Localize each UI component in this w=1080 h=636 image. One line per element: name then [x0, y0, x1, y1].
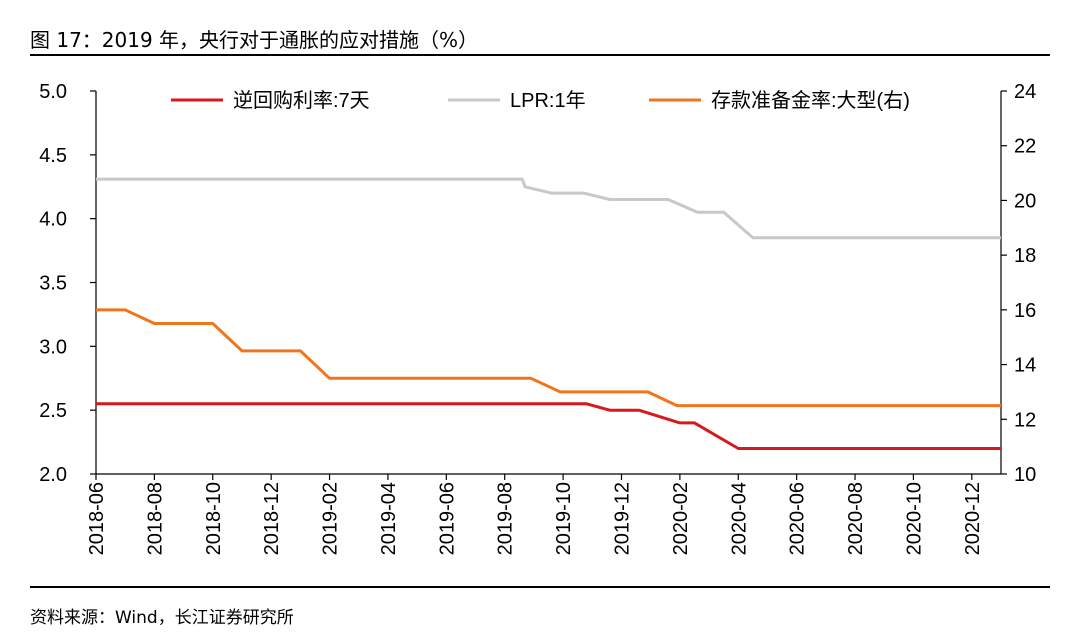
right-tick-label: 22	[1014, 136, 1036, 158]
x-tick-label: 2018-10	[203, 482, 225, 555]
series-line-2	[96, 177, 1001, 240]
legend-label-3: 存款准备金率:大型(右)	[711, 89, 910, 112]
right-tick-label: 12	[1014, 409, 1036, 431]
x-tick-label: 2019-04	[378, 482, 400, 555]
right-y-axis: 10 12 14 16 18 20 22 24	[1001, 81, 1036, 486]
series-line-1	[96, 402, 1001, 450]
x-tick-label: 2019-12	[611, 482, 633, 555]
right-tick-label: 20	[1014, 190, 1036, 212]
left-tick-label: 3.5	[39, 273, 67, 295]
x-tick-label: 2020-12	[962, 482, 984, 555]
legend-label-1: 逆回购利率:7天	[233, 89, 370, 112]
left-tick-label: 4.0	[39, 209, 67, 231]
plot-frame	[95, 91, 1002, 475]
right-tick-label: 10	[1014, 464, 1036, 486]
right-tick-label: 24	[1014, 81, 1036, 103]
x-tick-label: 2020-04	[728, 482, 750, 555]
left-tick-label: 4.5	[39, 145, 67, 167]
x-tick-label: 2020-08	[845, 482, 867, 555]
left-y-axis: 2.0 2.5 3.0 3.5 4.0 4.5 5.0	[39, 81, 96, 486]
x-tick-label: 2019-06	[436, 482, 458, 555]
x-axis: 2018-06 2018-08 2018-10 2018-12 2019-02 2019-…	[86, 474, 984, 555]
left-tick-label: 3.0	[39, 336, 67, 358]
right-tick-label: 18	[1014, 245, 1036, 267]
title-divider	[30, 54, 1050, 56]
x-tick-label: 2019-10	[553, 482, 575, 555]
x-tick-label: 2019-02	[320, 482, 342, 555]
left-tick-label: 5.0	[39, 81, 67, 103]
x-tick-label: 2020-10	[903, 482, 925, 555]
left-tick-label: 2.0	[39, 464, 67, 486]
right-tick-label: 14	[1014, 355, 1036, 377]
source-divider	[30, 586, 1050, 588]
series-layer	[96, 177, 1001, 450]
x-tick-label: 2018-08	[144, 482, 166, 555]
chart-title: 图 17：2019 年，央行对于通胀的应对措施（%）	[30, 28, 479, 52]
x-tick-label: 2019-08	[495, 482, 517, 555]
x-tick-label: 2018-06	[86, 482, 108, 555]
legend-label-2: LPR:1年	[510, 89, 586, 112]
right-tick-label: 16	[1014, 300, 1036, 322]
x-tick-label: 2018-12	[261, 482, 283, 555]
x-tick-label: 2020-02	[670, 482, 692, 555]
legend: 逆回购利率:7天 LPR:1年 存款准备金率:大型(右)	[171, 89, 910, 112]
series-line-3	[96, 308, 1001, 408]
x-tick-label: 2020-06	[787, 482, 809, 555]
source-note: 资料来源：Wind，长江证券研究所	[30, 608, 294, 628]
left-tick-label: 2.5	[39, 400, 67, 422]
